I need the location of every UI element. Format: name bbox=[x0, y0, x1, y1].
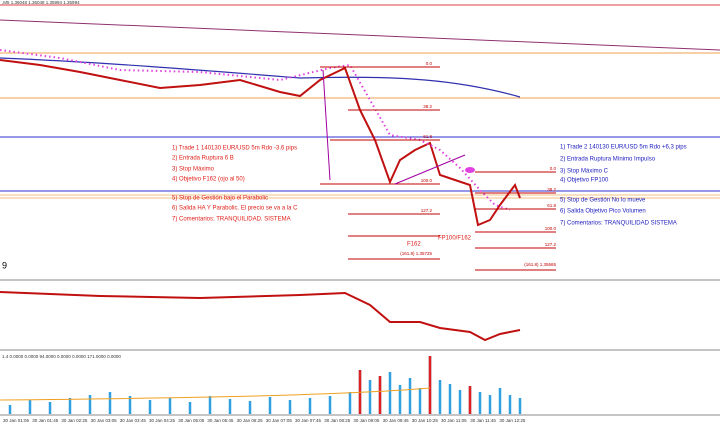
time-label: 30 Jan 07:05 bbox=[266, 418, 293, 423]
fibo-level-label: 100.0 bbox=[545, 226, 557, 231]
time-label: 30 Jan 05:05 bbox=[178, 418, 205, 423]
time-label: 30 Jan 03:05 bbox=[91, 418, 118, 423]
note-left: 4) Objetivo F162 (ojo al 50) bbox=[172, 177, 245, 183]
note-right: 4) Objetivo FP100 bbox=[560, 178, 609, 184]
fibo-level-label: 127.2 bbox=[545, 242, 557, 247]
fibo-level-label: 0.0 bbox=[426, 61, 433, 66]
fibo-level-label: 61.8 bbox=[423, 134, 432, 139]
fibo-level-label: 38.2 bbox=[423, 104, 432, 109]
fp100-label: FP100/F162 bbox=[438, 236, 472, 242]
note-left: 3) Stop Máximo bbox=[172, 167, 215, 173]
time-label: 30 Jan 11:45 bbox=[470, 418, 496, 423]
fibo-level-label: 61.8 bbox=[547, 203, 556, 208]
time-label: 30 Jan 12:25 bbox=[499, 418, 526, 423]
volume-header: 1.4 0.0000 0.0000 94.0000 0.0000 0.0000 … bbox=[2, 354, 121, 359]
note-right: 5) Stop de Gestión No lo mueve bbox=[560, 198, 646, 204]
time-label: 30 Jan 06:25 bbox=[237, 418, 264, 423]
note-right: 3) Stop Máximo C bbox=[560, 169, 609, 175]
time-label: 30 Jan 03:45 bbox=[120, 418, 147, 423]
note-left: 2) Entrada Ruptura 6 B bbox=[172, 156, 234, 162]
time-label: 30 Jan 02:25 bbox=[61, 418, 88, 423]
generated-labels: 1) Trade 1 140130 EUR/USD 5m Rdo -3.6 pi… bbox=[3, 61, 687, 423]
chart-layout bbox=[0, 4, 720, 416]
time-label: 30 Jan 09:45 bbox=[383, 418, 410, 423]
note-right: 1) Trade 2 140130 EUR/USD 5m Rdo +6,3 pi… bbox=[560, 145, 687, 151]
note-left: 7) Comentarios: TRANQUILIDAD. SISTEMA bbox=[172, 217, 291, 223]
time-label: 30 Jan 11:05 bbox=[441, 418, 467, 423]
time-label: 30 Jan 08:25 bbox=[324, 418, 351, 423]
note-left: 5) Stop de Gestión bajo el Parabolic bbox=[172, 196, 268, 202]
time-label: 30 Jan 05:45 bbox=[207, 418, 234, 423]
fibo-level-label: 100.0 bbox=[421, 178, 433, 183]
time-label: 30 Jan 09:05 bbox=[353, 418, 380, 423]
time-label: 30 Jan 04:25 bbox=[149, 418, 176, 423]
symbol-info: ,M5 1.36048 1.36048 1.35994 1.35994 bbox=[2, 0, 80, 5]
time-label: 30 Jan 10:25 bbox=[412, 418, 439, 423]
f162-label: F162 bbox=[407, 242, 421, 248]
fibo-level-label: (161.8) 1.35665 bbox=[524, 262, 556, 267]
note-left: 1) Trade 1 140130 EUR/USD 5m Rdo -3.6 pi… bbox=[172, 146, 297, 152]
time-label: 30 Jan 07:45 bbox=[295, 418, 322, 423]
window-number: 9 bbox=[2, 260, 7, 270]
time-label: 30 Jan 01:45 bbox=[32, 418, 59, 423]
note-right: 7) Comentarios: TRANQUILIDAD SISTEMA bbox=[560, 221, 677, 227]
note-left: 6) Salida HA Y Parabolic. El precio se v… bbox=[172, 206, 298, 212]
note-right: 6) Salida Objetivo Pico Volumen bbox=[560, 209, 646, 215]
fibo-level-label: 127.2 bbox=[421, 208, 433, 213]
fibo-level-label: 38.2 bbox=[547, 187, 556, 192]
fibo-level-label: (161.8) 1.35725 bbox=[400, 251, 432, 256]
time-label: 30 Jan 01:05 bbox=[3, 418, 30, 423]
note-right: 2) Entrada Ruptura Mínimo Impulso bbox=[560, 157, 656, 163]
fibo-level-label: 0.0 bbox=[550, 166, 557, 171]
